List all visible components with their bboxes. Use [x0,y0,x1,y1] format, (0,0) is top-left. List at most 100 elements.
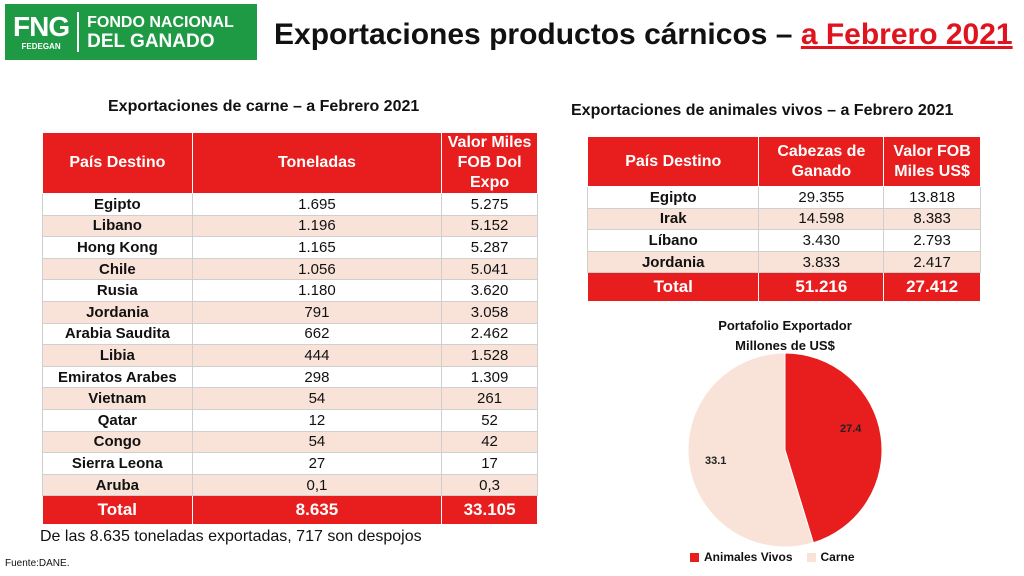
live-header-heads: Cabezas de Ganado [758,136,885,187]
meat-total-row: Total 8.635 33.105 [42,495,538,526]
live-row: Líbano 3.430 2.793 [586,229,981,252]
meat-row: Libano 1.196 5.152 [42,214,538,238]
page-title-accent: a Febrero 2021 [800,18,1013,51]
meat-row: Congo 54 42 [42,430,538,454]
meat-row: Chile 1.056 5.041 [42,257,538,281]
meat-cell-value: 3.620 [441,279,538,302]
live-total-label: Total [586,272,760,303]
legend-swatch-carne [806,552,816,562]
meat-cell-country: Libia [42,344,193,367]
logo-sub: FEDEGAN [21,42,61,51]
logo-name-line2: DEL GANADO [87,31,215,52]
meat-header-country: País Destino [42,132,193,194]
meat-cell-country: Congo [42,430,193,454]
legend-item-carne: Carne [806,550,855,564]
meat-cell-qty: 791 [191,300,443,324]
live-total-value: 27.412 [883,272,981,303]
meat-cell-value: 5.041 [441,257,538,281]
live-cell-qty: 3.833 [758,250,885,274]
live-cell-country: Jordania [586,250,760,274]
meat-cell-value: 1.528 [441,344,538,367]
meat-cell-value: 5.287 [441,236,538,259]
meat-cell-qty: 1.695 [191,193,443,216]
live-row: Egipto 29.355 13.818 [586,186,981,209]
pie-label-carne: 33.1 [705,455,726,467]
meat-cell-country: Arabia Saudita [42,322,193,346]
logo-mark: FNG FEDEGAN [13,11,80,52]
meat-cell-qty: 54 [191,387,443,410]
meat-cell-country: Vietnam [42,387,193,410]
live-row: Irak 14.598 8.383 [586,207,981,231]
meat-cell-country: Qatar [42,408,193,432]
meat-cell-country: Jordania [42,300,193,324]
meat-cell-value: 2.462 [441,322,538,346]
meat-cell-value: 0,3 [441,473,538,497]
legend-label-animales: Animales Vivos [704,550,793,564]
meat-cell-country: Chile [42,257,193,281]
meat-row: Rusia 1.180 3.620 [42,279,538,302]
pie-label-animales-vivos: 27.4 [840,423,862,435]
live-cell-qty: 3.430 [758,229,885,252]
legend-swatch-animales [690,552,699,562]
meat-cell-country: Hong Kong [42,236,193,259]
logo-name: FONDO NACIONAL DEL GANADO [87,13,234,51]
meat-row: Egipto 1.695 5.275 [42,193,538,216]
page-title: Exportaciones productos cárnicos – a Feb… [274,18,1013,52]
meat-row: Arabia Saudita 662 2.462 [42,322,538,346]
meat-total-label: Total [42,495,193,526]
meat-row: Aruba 0,1 0,3 [42,473,538,497]
meat-cell-country: Rusia [42,279,193,302]
meat-header-row: País Destino Toneladas Valor Miles FOB D… [42,132,538,194]
meat-export-table: País Destino Toneladas Valor Miles FOB D… [42,132,538,526]
live-row: Jordania 3.833 2.417 [586,250,981,274]
legend-label-carne: Carne [820,550,855,564]
meat-cell-country: Libano [42,214,193,238]
live-header-country: País Destino [586,136,760,187]
source-note: Fuente:DANE. [5,558,70,569]
meat-row: Hong Kong 1.165 5.287 [42,236,538,259]
meat-row: Sierra Leona 27 17 [42,452,538,475]
pie-chart: 27.4 33.1 [687,352,883,548]
page-title-main: Exportaciones productos cárnicos – [274,18,801,51]
live-cell-country: Irak [586,207,760,231]
meat-cell-value: 17 [441,452,538,475]
pie-title-line2: Millones de US$ [735,338,835,353]
meat-cell-value: 52 [441,408,538,432]
meat-row: Qatar 12 52 [42,408,538,432]
live-header-row: País Destino Cabezas de Ganado Valor FOB… [586,136,981,187]
meat-cell-value: 3.058 [441,300,538,324]
live-cell-country: Líbano [586,229,760,252]
meat-cell-country: Sierra Leona [42,452,193,475]
legend-item-animales: Animales Vivos [690,550,793,564]
meat-row: Emiratos Arabes 298 1.309 [42,365,538,389]
meat-cell-value: 5.275 [441,193,538,216]
logo-abbr: FNG [13,11,70,42]
meat-cell-qty: 1.056 [191,257,443,281]
live-table-title: Exportaciones de animales vivos – a Febr… [571,102,954,119]
live-total-heads: 51.216 [758,272,885,303]
live-header-value: Valor FOB Miles US$ [883,136,981,187]
meat-cell-country: Emiratos Arabes [42,365,193,389]
meat-table-title: Exportaciones de carne – a Febrero 2021 [108,98,420,115]
live-cell-value: 2.793 [883,229,981,252]
meat-cell-qty: 298 [191,365,443,389]
meat-cell-value: 5.152 [441,214,538,238]
pie-title: Portafolio Exportador Millones de US$ [680,316,890,356]
live-export-table: País Destino Cabezas de Ganado Valor FOB… [586,136,981,303]
meat-cell-country: Egipto [42,193,193,216]
pie-legend: Animales Vivos Carne [690,550,869,564]
logo-name-line1: FONDO NACIONAL [87,14,234,31]
meat-cell-qty: 1.165 [191,236,443,259]
live-cell-qty: 29.355 [758,186,885,209]
live-cell-value: 8.383 [883,207,981,231]
fng-logo: FNG FEDEGAN FONDO NACIONAL DEL GANADO [5,4,257,60]
meat-cell-qty: 0,1 [191,473,443,497]
meat-total-value: 33.105 [441,495,538,526]
pie-slice-animales-vivos [784,352,883,544]
meat-cell-qty: 54 [191,430,443,454]
meat-cell-qty: 1.196 [191,214,443,238]
meat-header-value: Valor Miles FOB Dol Expo [441,132,538,194]
meat-cell-qty: 1.180 [191,279,443,302]
meat-row: Vietnam 54 261 [42,387,538,410]
footnote: De las 8.635 toneladas exportadas, 717 s… [40,528,422,545]
